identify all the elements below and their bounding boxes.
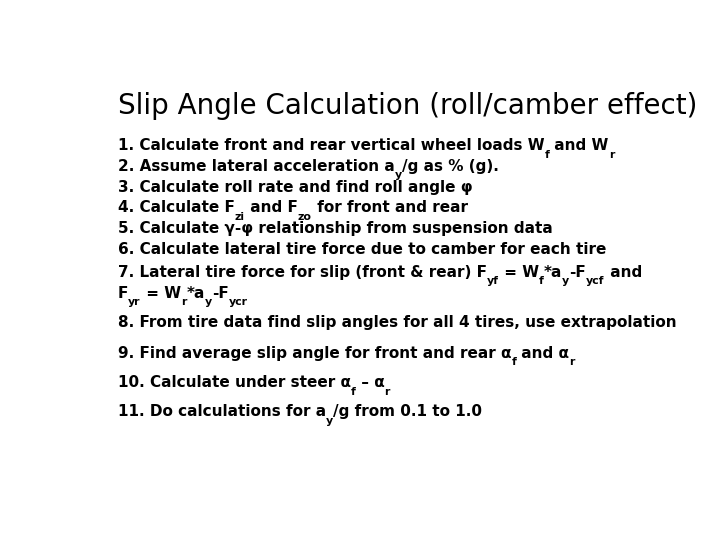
Text: and α: and α <box>516 346 570 361</box>
Text: zi: zi <box>235 212 245 222</box>
Text: = W: = W <box>141 286 181 301</box>
Text: = W: = W <box>499 265 539 280</box>
Text: -F: -F <box>570 265 586 280</box>
Text: f: f <box>351 387 356 396</box>
Text: *a: *a <box>544 265 562 280</box>
Text: and F: and F <box>245 200 297 215</box>
Text: 1. Calculate front and rear vertical wheel loads W: 1. Calculate front and rear vertical whe… <box>118 138 544 153</box>
Text: Slip Angle Calculation (roll/camber effect): Slip Angle Calculation (roll/camber effe… <box>118 92 697 120</box>
Text: r: r <box>570 357 575 367</box>
Text: *a: *a <box>186 286 204 301</box>
Text: – α: – α <box>356 375 384 390</box>
Text: yf: yf <box>487 276 499 286</box>
Text: for front and rear: for front and rear <box>312 200 468 215</box>
Text: y: y <box>204 297 212 307</box>
Text: ycr: ycr <box>228 297 248 307</box>
Text: f: f <box>511 357 516 367</box>
Text: -F: -F <box>212 286 228 301</box>
Text: yr: yr <box>128 297 141 307</box>
Text: zo: zo <box>297 212 312 222</box>
Text: /g as % (g).: /g as % (g). <box>402 159 499 174</box>
Text: 3. Calculate roll rate and find roll angle φ: 3. Calculate roll rate and find roll ang… <box>118 180 472 194</box>
Text: F: F <box>118 286 128 301</box>
Text: r: r <box>609 150 614 159</box>
Text: 10. Calculate under steer α: 10. Calculate under steer α <box>118 375 351 390</box>
Text: 5. Calculate γ-φ relationship from suspension data: 5. Calculate γ-φ relationship from suspe… <box>118 221 553 236</box>
Text: 11. Do calculations for a: 11. Do calculations for a <box>118 404 326 419</box>
Text: r: r <box>181 297 186 307</box>
Text: 8. From tire data find slip angles for all 4 tires, use extrapolation: 8. From tire data find slip angles for a… <box>118 315 677 330</box>
Text: y: y <box>562 276 570 286</box>
Text: 9. Find average slip angle for front and rear α: 9. Find average slip angle for front and… <box>118 346 511 361</box>
Text: /g from 0.1 to 1.0: /g from 0.1 to 1.0 <box>333 404 482 419</box>
Text: and: and <box>605 265 642 280</box>
Text: ycf: ycf <box>586 276 605 286</box>
Text: 7. Lateral tire force for slip (front & rear) F: 7. Lateral tire force for slip (front & … <box>118 265 487 280</box>
Text: y: y <box>395 170 402 180</box>
Text: r: r <box>384 387 390 396</box>
Text: and W: and W <box>549 138 609 153</box>
Text: 2. Assume lateral acceleration a: 2. Assume lateral acceleration a <box>118 159 395 174</box>
Text: f: f <box>539 276 544 286</box>
Text: 6. Calculate lateral tire force due to camber for each tire: 6. Calculate lateral tire force due to c… <box>118 242 606 257</box>
Text: f: f <box>544 150 549 159</box>
Text: y: y <box>326 416 333 426</box>
Text: 4. Calculate F: 4. Calculate F <box>118 200 235 215</box>
